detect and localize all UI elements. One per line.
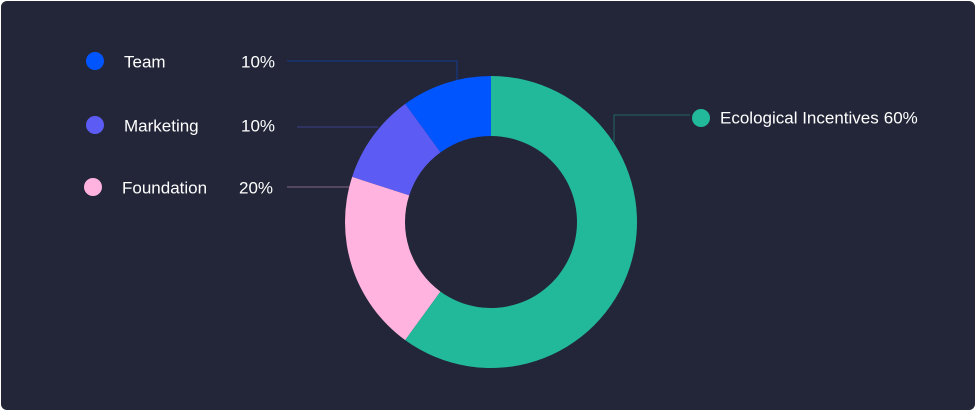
value-label: 10% <box>241 52 275 71</box>
leader-line <box>613 114 690 142</box>
donut-segment <box>405 76 491 153</box>
legend-label: Team <box>124 52 166 71</box>
legend-dot <box>86 52 104 70</box>
value-label: 20% <box>239 178 273 197</box>
donut-segment <box>352 103 441 196</box>
leader-line <box>287 60 458 80</box>
donut-segment <box>405 76 637 368</box>
legend-label: Foundation <box>122 178 207 197</box>
legend-dot <box>86 116 104 134</box>
value-label: 10% <box>241 116 275 135</box>
legend-dot <box>692 109 710 127</box>
donut-segment <box>344 176 441 341</box>
legend-dot <box>84 178 102 196</box>
value-label: 60% <box>884 108 918 127</box>
legend-label: Marketing <box>124 116 199 135</box>
legend-label: Ecological Incentives <box>720 108 879 127</box>
